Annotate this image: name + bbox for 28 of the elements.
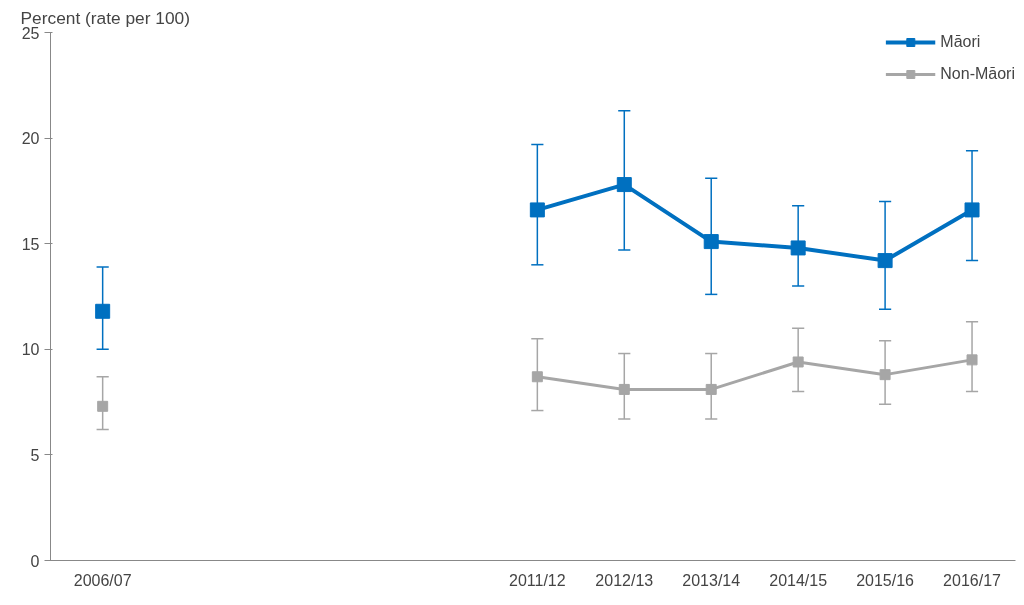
point — [790, 240, 806, 256]
y-tick-label: 0 — [30, 552, 40, 570]
x-tick-label: 2012/13 — [595, 571, 654, 589]
y-tick-label: 20 — [21, 130, 40, 148]
x-tick-label: 2013/14 — [682, 571, 741, 589]
point — [705, 383, 717, 395]
point — [529, 202, 545, 218]
point — [616, 177, 632, 193]
legend-label: Non-Māori — [940, 65, 1015, 83]
y-tick-label: 10 — [21, 341, 40, 359]
y-tick-label: 5 — [30, 446, 40, 464]
legend-label: Māori — [940, 33, 981, 51]
point — [703, 234, 719, 250]
point — [879, 369, 891, 381]
point — [97, 400, 109, 412]
x-tick-label: 2016/17 — [943, 571, 1002, 589]
x-tick-label: 2011/12 — [509, 571, 566, 589]
x-tick-label: 2006/07 — [73, 571, 132, 589]
y-tick-label: 15 — [21, 235, 40, 253]
x-tick-label: 2015/16 — [856, 571, 915, 589]
point — [95, 303, 111, 319]
point — [618, 383, 630, 395]
point — [964, 202, 980, 218]
point — [792, 356, 804, 368]
point — [966, 354, 978, 366]
point — [531, 371, 543, 383]
point — [877, 253, 893, 269]
x-tick-label: 2014/15 — [769, 571, 828, 589]
